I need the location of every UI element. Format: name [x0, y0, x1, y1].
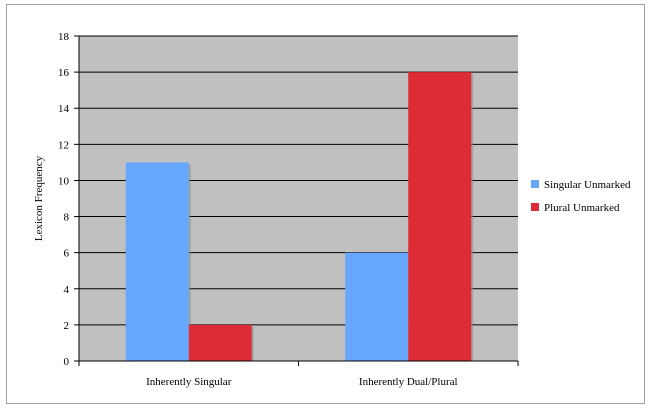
- bar-plural-unmarked: [408, 72, 471, 361]
- y-tick-label: 0: [64, 356, 70, 368]
- legend-swatch: [531, 203, 539, 211]
- y-tick-label: 6: [64, 248, 70, 260]
- bar-plural-unmarked: [189, 325, 252, 361]
- y-tick-labels: 0 2 4 6 8 10 12 14 16 18: [58, 31, 70, 368]
- x-tick-label: Inherently Dual/Plural: [359, 376, 458, 388]
- x-tick-labels: Inherently Singular Inherently Dual/Plura…: [146, 376, 457, 388]
- y-axis-title: Lexicon Frequency: [33, 155, 45, 241]
- legend-label: Plural Unmarked: [544, 202, 620, 214]
- legend: Singular Unmarked Plural Unmarked: [531, 179, 631, 214]
- legend-label: Singular Unmarked: [544, 179, 631, 191]
- y-tick-label: 8: [64, 212, 70, 224]
- y-tick-label: 12: [58, 139, 69, 151]
- bar-singular-unmarked: [345, 253, 408, 361]
- x-tick-label: Inherently Singular: [146, 376, 232, 388]
- y-tick-label: 18: [58, 31, 70, 43]
- y-tick-label: 14: [58, 103, 70, 115]
- bar-singular-unmarked: [126, 162, 189, 361]
- y-tick-label: 10: [58, 175, 70, 187]
- y-tick-label: 4: [64, 284, 70, 296]
- legend-swatch: [531, 180, 539, 188]
- y-tick-label: 2: [64, 320, 70, 332]
- y-tick-label: 16: [58, 67, 70, 79]
